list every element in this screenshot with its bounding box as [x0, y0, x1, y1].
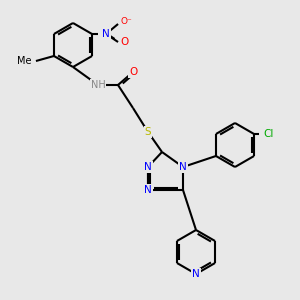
Text: N: N — [192, 269, 200, 279]
Text: N: N — [144, 162, 152, 172]
Text: N: N — [102, 29, 110, 39]
Text: O⁻: O⁻ — [120, 17, 132, 26]
Text: O: O — [129, 67, 137, 77]
Text: Cl: Cl — [264, 129, 274, 139]
Text: NH: NH — [91, 80, 105, 90]
Text: N: N — [179, 162, 187, 172]
Text: N: N — [144, 185, 152, 195]
Text: Me: Me — [17, 56, 32, 66]
Text: S: S — [145, 127, 151, 137]
Text: O: O — [120, 37, 128, 47]
